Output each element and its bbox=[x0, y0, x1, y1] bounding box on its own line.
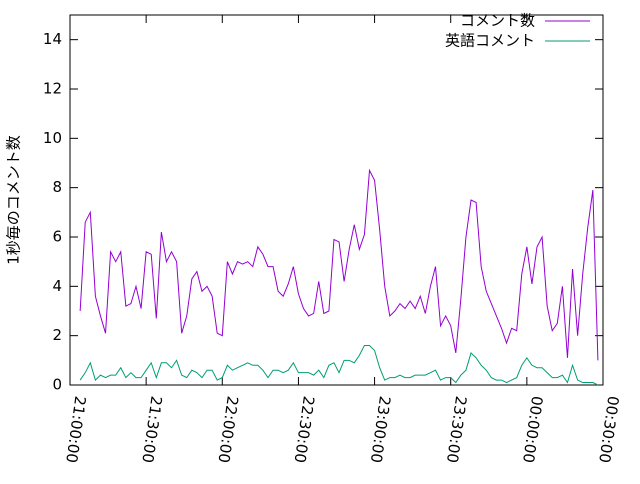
x-tick-label: 00:00:00 bbox=[519, 395, 546, 464]
y-axis-label: 1秒毎のコメント数 bbox=[5, 135, 23, 265]
legend-label: コメント数 bbox=[460, 12, 535, 30]
x-tick-label: 22:30:00 bbox=[291, 395, 318, 464]
data-line bbox=[79, 345, 599, 386]
y-tick-label: 2 bbox=[52, 326, 62, 344]
x-tick-label: 23:00:00 bbox=[367, 395, 394, 464]
data-line bbox=[79, 168, 599, 361]
y-tick-label: 10 bbox=[43, 129, 62, 147]
y-tick-label: 12 bbox=[43, 80, 62, 98]
x-tick-label: 21:30:00 bbox=[138, 395, 165, 464]
y-tick-label: 0 bbox=[52, 376, 62, 394]
x-tick-label: 23:30:00 bbox=[443, 395, 470, 464]
x-tick-label: 00:30:00 bbox=[595, 395, 622, 464]
y-tick-label: 8 bbox=[52, 178, 62, 196]
y-tick-label: 14 bbox=[43, 30, 62, 48]
x-tick-label: 21:00:00 bbox=[62, 395, 89, 464]
y-tick-label: 4 bbox=[52, 277, 62, 295]
x-tick-label: 22:00:00 bbox=[214, 395, 241, 464]
plot-border bbox=[69, 14, 604, 386]
legend-label: 英語コメント bbox=[445, 32, 535, 50]
y-tick-label: 6 bbox=[52, 228, 62, 246]
